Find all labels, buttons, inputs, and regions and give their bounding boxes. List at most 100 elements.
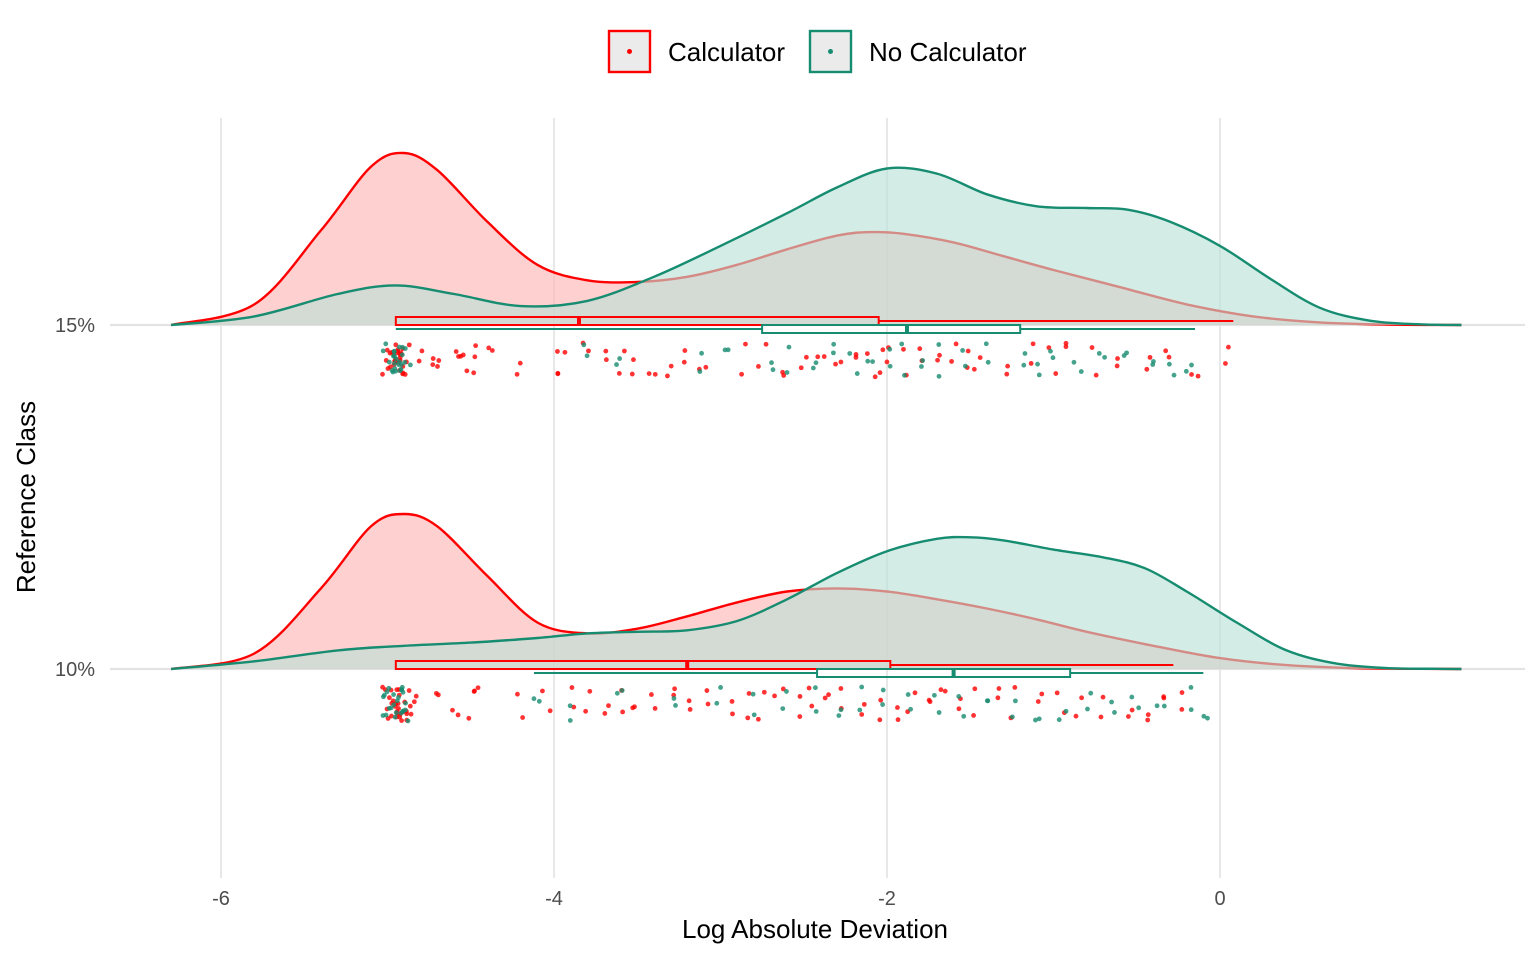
data-point <box>486 345 492 351</box>
data-point <box>1147 354 1153 360</box>
legend-label: Calculator <box>668 37 785 67</box>
data-point <box>411 699 417 705</box>
data-point <box>562 349 568 355</box>
data-point <box>407 703 413 709</box>
data-point <box>430 362 436 367</box>
data-point <box>1088 690 1094 696</box>
data-point <box>725 347 731 353</box>
data-point <box>919 364 924 369</box>
data-point <box>1056 717 1062 723</box>
data-point <box>419 348 425 354</box>
data-point <box>402 359 408 365</box>
x-tick-label: 0 <box>1214 888 1225 910</box>
data-point <box>383 712 389 718</box>
data-point <box>1071 359 1077 365</box>
data-point <box>985 698 991 704</box>
data-point <box>870 359 875 364</box>
data-point <box>821 354 827 359</box>
data-point <box>761 689 767 695</box>
data-point <box>1093 372 1099 378</box>
data-point <box>536 698 542 704</box>
data-point <box>1035 361 1040 367</box>
data-point <box>772 693 777 699</box>
data-point <box>865 358 871 364</box>
data-point <box>515 691 520 697</box>
data-point <box>392 714 398 720</box>
data-point <box>396 706 401 711</box>
data-point <box>833 361 838 367</box>
data-point <box>1063 340 1069 346</box>
data-point <box>380 371 385 377</box>
data-point <box>1188 684 1194 690</box>
data-point <box>586 348 591 354</box>
legend-key-point <box>828 49 833 54</box>
data-point <box>671 696 677 701</box>
data-point <box>1100 694 1106 700</box>
data-point <box>386 685 392 691</box>
data-point <box>830 350 836 356</box>
data-point <box>587 688 593 694</box>
data-point <box>961 713 967 719</box>
data-point <box>972 686 978 692</box>
data-point <box>887 363 893 369</box>
data-point <box>407 362 413 368</box>
data-point <box>514 371 520 377</box>
data-point <box>956 706 962 712</box>
density-line-no-calculator <box>170 535 1462 671</box>
data-point <box>859 712 865 717</box>
data-point <box>1161 703 1167 709</box>
data-point <box>1030 341 1036 347</box>
data-point <box>908 706 913 712</box>
data-point <box>381 692 387 698</box>
data-point <box>681 359 687 365</box>
data-point <box>400 344 405 350</box>
density-area-no-calculator <box>171 537 1462 669</box>
data-point <box>815 354 821 360</box>
data-point <box>1114 363 1120 369</box>
data-point <box>458 353 464 359</box>
data-point <box>859 684 865 690</box>
data-point <box>1129 694 1135 700</box>
data-point <box>1166 361 1172 367</box>
data-point <box>812 685 818 691</box>
data-point <box>1115 356 1120 361</box>
data-point <box>408 711 414 717</box>
data-point <box>780 706 786 712</box>
data-point <box>1048 348 1053 354</box>
data-point <box>935 357 940 363</box>
data-point <box>455 712 461 718</box>
data-point <box>1079 695 1085 701</box>
data-point <box>567 718 573 723</box>
data-point <box>931 692 937 698</box>
data-point <box>1085 706 1090 712</box>
data-point <box>826 692 831 698</box>
data-point <box>1021 362 1027 368</box>
data-point <box>1154 703 1160 709</box>
data-point <box>1004 371 1010 377</box>
data-point <box>1063 344 1069 350</box>
data-point <box>729 699 735 704</box>
data-point <box>965 348 971 354</box>
data-point <box>806 685 812 691</box>
data-point <box>416 358 422 364</box>
data-point <box>400 709 406 714</box>
data-point <box>1121 353 1127 358</box>
data-point <box>797 694 803 699</box>
data-point <box>569 685 575 690</box>
data-point <box>389 713 394 719</box>
data-point <box>686 698 692 704</box>
data-point <box>603 348 609 354</box>
data-point <box>838 686 844 691</box>
data-point <box>682 348 688 353</box>
data-point <box>391 349 397 355</box>
density-area-calculator <box>171 152 1462 325</box>
y-tick-label: 15% <box>55 315 95 337</box>
data-point <box>1166 354 1172 360</box>
data-point <box>763 341 769 347</box>
data-point <box>697 369 703 374</box>
data-point <box>938 687 944 693</box>
data-point <box>1179 706 1185 712</box>
data-point <box>887 346 893 352</box>
data-point <box>606 703 611 709</box>
data-point <box>917 346 923 352</box>
